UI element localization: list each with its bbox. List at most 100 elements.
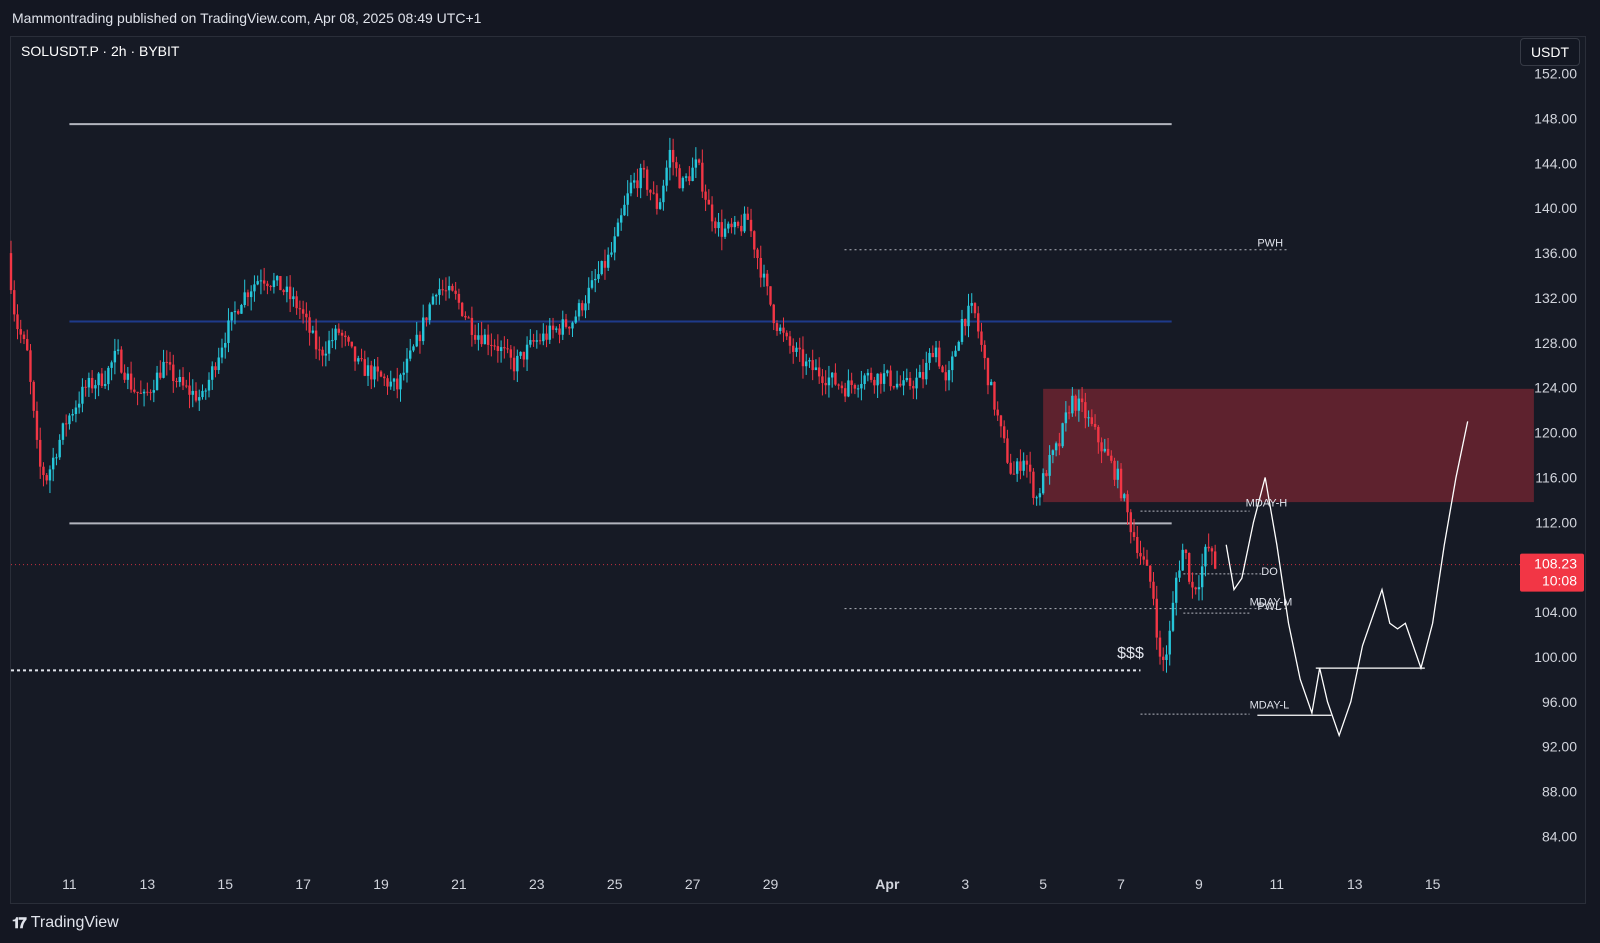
candle-body xyxy=(139,392,143,394)
y-tick-label: 124.00 xyxy=(1534,380,1577,396)
x-tick-label: 19 xyxy=(373,876,389,892)
candle-body xyxy=(324,353,328,356)
candle-body xyxy=(866,372,870,376)
candle-body xyxy=(1064,412,1068,424)
level-label: PWL xyxy=(1257,601,1281,613)
candle-body xyxy=(954,350,957,357)
candle-body xyxy=(275,276,279,281)
candle-body xyxy=(292,296,295,300)
candle-body xyxy=(762,273,766,278)
candle-body xyxy=(103,384,107,386)
candle-body xyxy=(899,383,902,386)
candle-body xyxy=(1191,581,1194,588)
candle-body xyxy=(668,149,672,168)
candle-body xyxy=(785,332,788,337)
candle-body xyxy=(425,317,428,321)
candle-body xyxy=(321,349,324,356)
candle-body xyxy=(1123,494,1126,499)
candle-body xyxy=(665,167,668,186)
candle-body xyxy=(451,285,454,291)
candle-body xyxy=(1058,443,1061,447)
y-tick-label: 144.00 xyxy=(1534,155,1577,171)
candle-body xyxy=(220,347,224,358)
candle-body xyxy=(1178,570,1181,578)
candle-body xyxy=(337,328,341,333)
candle-body xyxy=(116,349,120,351)
candle-body xyxy=(850,380,853,385)
candle-body xyxy=(662,185,665,203)
candle-body xyxy=(428,304,431,321)
candle-body xyxy=(1126,494,1129,513)
candle-body xyxy=(39,439,42,467)
candle-body xyxy=(1165,654,1168,660)
candle-body xyxy=(723,228,727,237)
candle-body xyxy=(645,169,649,190)
candle-body xyxy=(636,180,639,189)
candle-body xyxy=(753,231,756,250)
candle-body xyxy=(801,349,805,367)
candle-body xyxy=(561,319,564,335)
candle-body xyxy=(64,423,68,425)
candle-body xyxy=(671,149,675,163)
candle-body xyxy=(808,360,811,362)
candle-body xyxy=(639,167,642,189)
symbol-info[interactable]: SOLUSDT.P · 2h · BYBIT xyxy=(21,43,180,59)
candle-body xyxy=(438,289,441,295)
candle-body xyxy=(837,384,840,386)
candle-body xyxy=(993,381,996,410)
y-tick-label: 120.00 xyxy=(1534,425,1577,441)
candle-body xyxy=(581,303,584,311)
tradingview-logo[interactable]: 𝟏𝟕 TradingView xyxy=(12,914,119,932)
candle-body xyxy=(756,249,759,259)
candle-body xyxy=(1054,443,1058,451)
candle-body xyxy=(1155,598,1158,638)
candle-body xyxy=(616,222,620,237)
candle-body xyxy=(376,366,379,372)
candle-body xyxy=(964,319,967,327)
candle-body xyxy=(905,377,909,381)
candle-body xyxy=(405,358,409,373)
candle-body xyxy=(996,409,999,416)
candle-body xyxy=(522,351,526,360)
x-tick-label: 11 xyxy=(1270,876,1285,892)
candle-body xyxy=(35,410,39,440)
x-tick-label: 17 xyxy=(295,876,311,892)
candle-body xyxy=(457,293,461,303)
currency-button[interactable]: USDT xyxy=(1520,38,1580,66)
candle-body xyxy=(409,350,412,359)
candle-body xyxy=(921,372,925,380)
candle-body xyxy=(957,341,960,351)
countdown-label: 10:08 xyxy=(1542,573,1577,589)
candle-body xyxy=(84,386,87,388)
x-tick-label: 29 xyxy=(763,876,779,892)
candle-body xyxy=(853,384,857,389)
candle-body xyxy=(480,335,483,345)
candle-body xyxy=(834,372,837,385)
candle-body xyxy=(1074,395,1077,411)
candle-body xyxy=(1171,602,1175,631)
projection-layer xyxy=(1225,421,1469,738)
footer-bar xyxy=(0,904,1600,943)
candle-body xyxy=(951,356,954,371)
candle-body xyxy=(876,373,879,386)
candle-body xyxy=(159,372,162,378)
candle-body xyxy=(256,281,259,285)
candle-body xyxy=(412,346,415,351)
candle-body xyxy=(1187,552,1191,582)
candle-body xyxy=(178,377,181,383)
candle-body xyxy=(68,415,71,425)
candle-body xyxy=(847,380,850,397)
candle-body xyxy=(136,391,139,393)
candle-body xyxy=(701,162,704,192)
candle-body xyxy=(642,167,646,170)
candle-body xyxy=(123,372,126,380)
candle-body xyxy=(259,280,263,282)
candle-body xyxy=(678,168,681,189)
candle-body xyxy=(1022,460,1025,471)
candle-body xyxy=(48,469,52,481)
candle-body xyxy=(87,377,91,388)
candle-body xyxy=(1158,637,1162,657)
candle-body xyxy=(795,347,798,352)
candle-body xyxy=(681,177,685,189)
